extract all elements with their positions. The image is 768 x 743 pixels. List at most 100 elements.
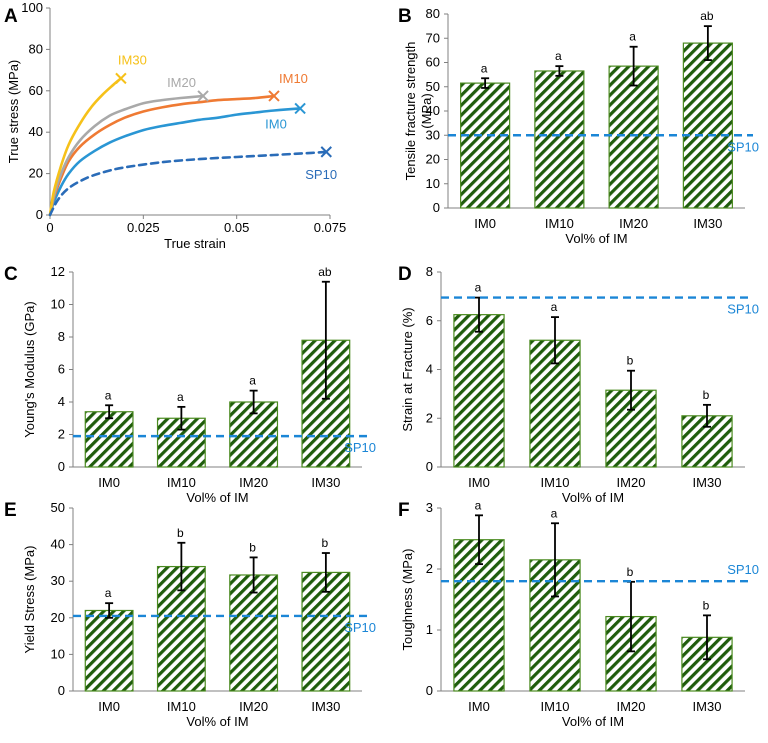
reference-label-sp10: SP10 <box>344 440 376 455</box>
panel-e-yield-stress: E 0 10 20 30 40 50 a IM0 b IM10 b IM20 b IM30 Vol% of I… <box>4 500 376 729</box>
y-tick-label: 40 <box>29 124 43 139</box>
curve-im0 <box>48 107 302 217</box>
significance-letter: ab <box>700 9 714 23</box>
panel-c-youngs-modulus: C 0 2 4 6 8 10 12 a IM0 a IM10 a IM20 ab IM30 Vol% of IM… <box>4 264 376 505</box>
x-category-label: IM20 <box>617 699 646 714</box>
bar-im20 <box>608 65 659 209</box>
x-category-label: IM0 <box>468 699 490 714</box>
x-category-label: IM10 <box>541 699 570 714</box>
y-tick-label: 10 <box>51 297 65 312</box>
y-axis-title: True stress (MPa) <box>6 60 21 164</box>
significance-letter: a <box>551 300 558 314</box>
x-category-label: IM10 <box>167 699 196 714</box>
significance-letter: b <box>322 536 329 550</box>
significance-letter: a <box>551 506 558 520</box>
panel-letter-b: B <box>398 6 412 27</box>
y-axis-title: Young's Modulus (GPa) <box>22 301 37 437</box>
significance-letter: a <box>177 390 184 404</box>
x-axis-title: Vol% of IM <box>186 714 248 729</box>
significance-letter: a <box>475 498 482 512</box>
x-category-label: IM0 <box>468 475 490 490</box>
panel-f-toughness: F 0 1 2 3 a IM0 a IM10 b IM20 b IM30 Vol% of IM Toughn… <box>398 498 759 729</box>
x-axis-title: Vol% of IM <box>186 490 248 505</box>
y-tick-label: 0 <box>58 683 65 698</box>
significance-letter: ab <box>318 265 332 279</box>
x-category-label: IM30 <box>311 475 340 490</box>
curve-label-im30: IM30 <box>118 52 147 67</box>
x-tick-label: 0.05 <box>224 220 249 235</box>
x-category-label: IM0 <box>98 475 120 490</box>
significance-letter: b <box>627 354 634 368</box>
y-tick-label: 70 <box>426 30 440 45</box>
y-tick-label: 40 <box>51 537 65 552</box>
x-tick-label: 0.025 <box>127 220 160 235</box>
y-tick-label: 6 <box>426 313 433 328</box>
y-tick-label: 50 <box>51 500 65 515</box>
y-axis-title: (MPa) <box>419 93 434 128</box>
y-axis-title: Toughness (MPa) <box>400 549 415 651</box>
x-category-label: IM10 <box>541 475 570 490</box>
reference-label-sp10: SP10 <box>727 139 759 154</box>
y-tick-label: 1 <box>426 622 433 637</box>
y-tick-label: 6 <box>58 362 65 377</box>
significance-letter: a <box>481 61 488 75</box>
curve-label-sp10: SP10 <box>305 167 337 182</box>
x-category-label: IM20 <box>239 699 268 714</box>
significance-letter: a <box>475 281 482 295</box>
y-tick-label: 2 <box>426 410 433 425</box>
y-axis-title: Tensile fracture strength <box>403 42 418 181</box>
fracture-marker-im0 <box>294 102 306 115</box>
curve-sp10 <box>48 150 328 217</box>
x-tick-label: 0 <box>46 220 53 235</box>
y-tick-label: 30 <box>51 573 65 588</box>
y-tick-label: 12 <box>51 264 65 279</box>
panel-letter-d: D <box>398 264 412 285</box>
bar-im20 <box>229 574 279 692</box>
fracture-marker-im20 <box>197 90 209 102</box>
x-category-label: IM0 <box>98 699 120 714</box>
x-category-label: IM20 <box>239 475 268 490</box>
y-axis-title: Strain at Fracture (%) <box>400 307 415 431</box>
curve-im30 <box>48 77 123 217</box>
y-tick-label: 60 <box>426 55 440 70</box>
bar-im10 <box>534 70 585 209</box>
y-tick-label: 3 <box>426 500 433 515</box>
x-category-label: IM20 <box>619 216 648 231</box>
x-category-label: IM30 <box>693 216 722 231</box>
y-tick-label: 20 <box>51 610 65 625</box>
y-tick-label: 50 <box>426 79 440 94</box>
fracture-marker-im10 <box>268 90 280 102</box>
y-tick-label: 80 <box>29 41 43 56</box>
panel-letter-e: E <box>4 500 17 521</box>
x-axis-title: Vol% of IM <box>562 490 624 505</box>
reference-label-sp10: SP10 <box>344 620 376 635</box>
y-axis-title: Yield Stress (MPa) <box>22 546 37 654</box>
y-tick-label: 10 <box>51 646 65 661</box>
x-category-label: IM10 <box>167 475 196 490</box>
curve-label-im10: IM10 <box>279 71 308 86</box>
x-axis-title: Vol% of IM <box>562 714 624 729</box>
y-tick-label: 4 <box>426 362 433 377</box>
y-tick-label: 10 <box>426 176 440 191</box>
panel-a-stress-strain: A 0 20 40 60 80 100 0 0.025 0.05 0.075 True strain T… <box>4 0 346 251</box>
y-tick-label: 0 <box>426 459 433 474</box>
bar-im0 <box>460 82 511 209</box>
y-tick-label: 8 <box>426 264 433 279</box>
reference-label-sp10: SP10 <box>727 562 759 577</box>
significance-letter: a <box>249 374 256 388</box>
y-tick-label: 20 <box>426 152 440 167</box>
y-tick-label: 20 <box>29 166 43 181</box>
significance-letter: a <box>105 586 112 600</box>
x-category-label: IM20 <box>617 475 646 490</box>
y-tick-label: 60 <box>29 83 43 98</box>
fracture-marker-sp10 <box>320 146 332 158</box>
y-tick-label: 80 <box>426 6 440 21</box>
significance-letter: a <box>555 49 562 63</box>
x-category-label: IM10 <box>545 216 574 231</box>
panel-b-tensile-fracture-strength: B 0 10 20 30 40 50 60 70 80 a IM0 a IM10 a IM20 ab IM30 Vo… <box>398 6 759 246</box>
curve-im20 <box>48 94 205 217</box>
significance-letter: b <box>703 598 710 612</box>
y-tick-label: 2 <box>426 561 433 576</box>
panel-letter-f: F <box>398 500 410 521</box>
